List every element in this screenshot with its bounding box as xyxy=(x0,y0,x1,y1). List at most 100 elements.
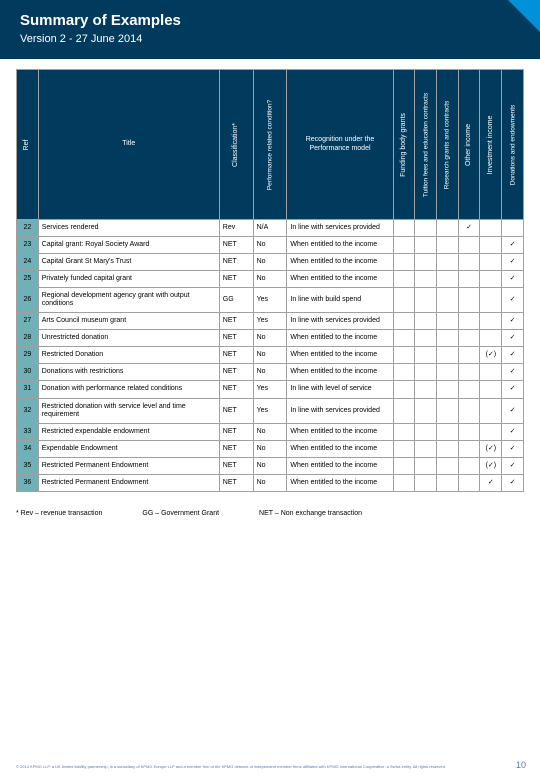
cell-perf: No xyxy=(253,237,287,254)
cell-check: ✓ xyxy=(502,237,524,254)
cell-ref: 29 xyxy=(17,347,39,364)
cell-check xyxy=(415,440,437,457)
cell-class: NET xyxy=(219,347,253,364)
cell-check xyxy=(415,220,437,237)
cell-perf: Yes xyxy=(253,313,287,330)
cell-recog: In line with services provided xyxy=(287,398,393,423)
cell-check xyxy=(437,271,459,288)
cell-check xyxy=(458,313,480,330)
cell-class: NET xyxy=(219,423,253,440)
cell-check xyxy=(393,381,415,398)
table-row: 25Privately funded capital grantNETNoWhe… xyxy=(17,271,524,288)
cell-check: ✓ xyxy=(502,330,524,347)
cell-ref: 30 xyxy=(17,364,39,381)
cell-recog: When entitled to the income xyxy=(287,364,393,381)
cell-check xyxy=(393,254,415,271)
cell-class: NET xyxy=(219,364,253,381)
cell-perf: Yes xyxy=(253,398,287,423)
cell-recog: In line with services provided xyxy=(287,313,393,330)
footnote-net: NET – Non exchange transaction xyxy=(259,510,362,517)
cell-check xyxy=(393,313,415,330)
cell-class: NET xyxy=(219,474,253,491)
cell-recog: In line with services provided xyxy=(287,220,393,237)
cell-check xyxy=(415,313,437,330)
col-research: Research grants and contracts xyxy=(437,70,459,220)
cell-check xyxy=(458,364,480,381)
table-row: 32Restricted donation with service level… xyxy=(17,398,524,423)
cell-perf: No xyxy=(253,440,287,457)
cell-ref: 31 xyxy=(17,381,39,398)
cell-check xyxy=(437,381,459,398)
cell-check xyxy=(437,440,459,457)
cell-check xyxy=(393,398,415,423)
cell-class: NET xyxy=(219,398,253,423)
cell-check: ✓ xyxy=(502,254,524,271)
cell-check xyxy=(458,423,480,440)
page-number: 10 xyxy=(516,760,526,770)
cell-check xyxy=(458,237,480,254)
cell-title: Donation with performance related condit… xyxy=(38,381,219,398)
cell-perf: No xyxy=(253,474,287,491)
table-row: 23Capital grant: Royal Society AwardNETN… xyxy=(17,237,524,254)
cell-ref: 32 xyxy=(17,398,39,423)
cell-ref: 33 xyxy=(17,423,39,440)
cell-perf: Yes xyxy=(253,381,287,398)
cell-class: NET xyxy=(219,254,253,271)
table-row: 35Restricted Permanent EndowmentNETNoWhe… xyxy=(17,457,524,474)
table-row: 26Regional development agency grant with… xyxy=(17,288,524,313)
cell-check xyxy=(393,330,415,347)
cell-check: (✓) xyxy=(480,457,502,474)
cell-check xyxy=(458,457,480,474)
cell-check xyxy=(437,288,459,313)
cell-check xyxy=(415,474,437,491)
footnotes: * Rev – revenue transaction GG – Governm… xyxy=(0,492,540,525)
cell-class: NET xyxy=(219,330,253,347)
cell-check xyxy=(415,271,437,288)
cell-perf: No xyxy=(253,423,287,440)
table-row: 31Donation with performance related cond… xyxy=(17,381,524,398)
col-tuition: Tuition fees and education contracts xyxy=(415,70,437,220)
cell-title: Privately funded capital grant xyxy=(38,271,219,288)
cell-check xyxy=(393,220,415,237)
cell-check xyxy=(415,347,437,364)
cell-check: (✓) xyxy=(480,440,502,457)
table-body: 22Services renderedRevN/AIn line with se… xyxy=(17,220,524,492)
table-header: Ref Title Classification* Performance re… xyxy=(17,70,524,220)
col-performance: Performance related condition? xyxy=(253,70,287,220)
page-header: Summary of Examples Version 2 - 27 June … xyxy=(0,0,540,59)
table-row: 36Restricted Permanent EndowmentNETNoWhe… xyxy=(17,474,524,491)
cell-title: Restricted Permanent Endowment xyxy=(38,457,219,474)
cell-title: Restricted Permanent Endowment xyxy=(38,474,219,491)
page-title: Summary of Examples xyxy=(20,12,520,29)
cell-recog: When entitled to the income xyxy=(287,254,393,271)
cell-check: ✓ xyxy=(502,271,524,288)
cell-title: Arts Council museum grant xyxy=(38,313,219,330)
cell-perf: No xyxy=(253,254,287,271)
cell-check xyxy=(458,271,480,288)
col-title: Title xyxy=(38,70,219,220)
cell-recog: When entitled to the income xyxy=(287,474,393,491)
col-ref: Ref xyxy=(17,70,39,220)
cell-recog: In line with level of service xyxy=(287,381,393,398)
cell-check xyxy=(393,271,415,288)
cell-ref: 24 xyxy=(17,254,39,271)
cell-ref: 23 xyxy=(17,237,39,254)
cell-perf: No xyxy=(253,271,287,288)
cell-class: NET xyxy=(219,381,253,398)
cell-check xyxy=(480,271,502,288)
cell-ref: 36 xyxy=(17,474,39,491)
cell-perf: No xyxy=(253,457,287,474)
cell-check xyxy=(437,237,459,254)
table-row: 24Capital Grant St Mary's TrustNETNoWhen… xyxy=(17,254,524,271)
cell-ref: 34 xyxy=(17,440,39,457)
cell-check xyxy=(437,254,459,271)
cell-check xyxy=(415,330,437,347)
cell-recog: When entitled to the income xyxy=(287,330,393,347)
cell-check xyxy=(393,423,415,440)
cell-check xyxy=(480,423,502,440)
cell-check: ✓ xyxy=(502,423,524,440)
cell-check xyxy=(480,364,502,381)
cell-check xyxy=(480,254,502,271)
cell-recog: When entitled to the income xyxy=(287,457,393,474)
cell-check xyxy=(480,220,502,237)
